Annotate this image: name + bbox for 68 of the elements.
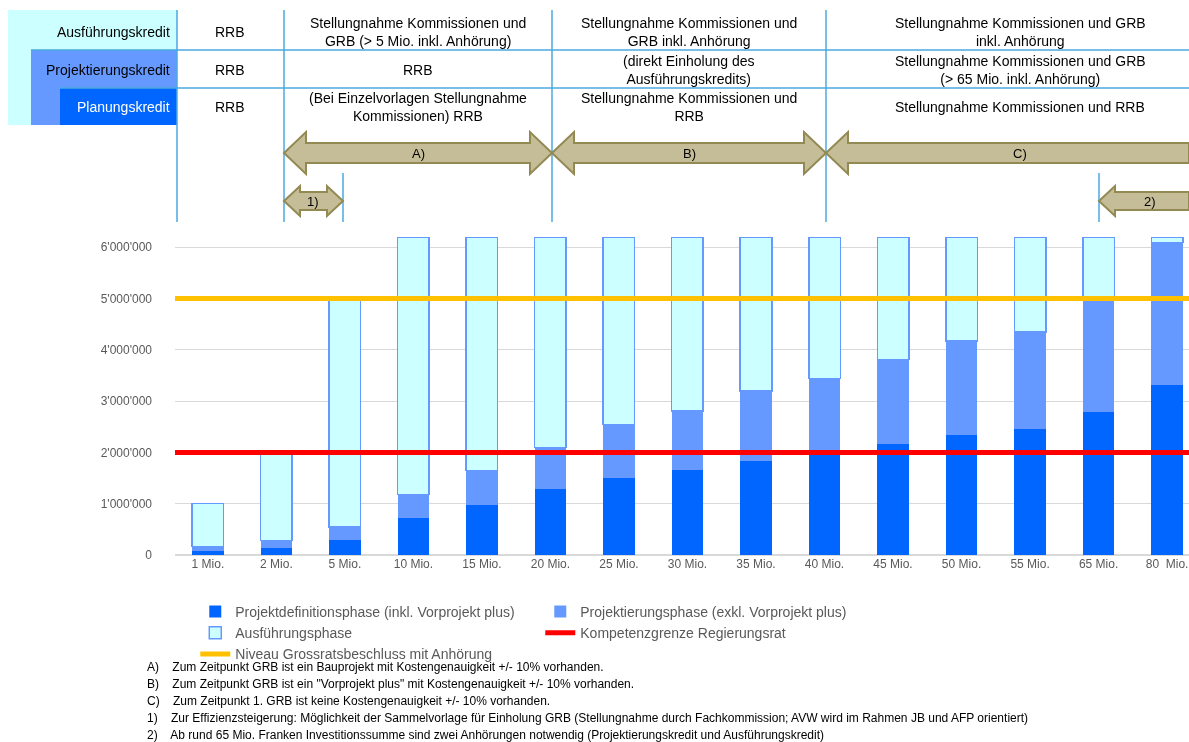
text: Planungskredit: [77, 99, 170, 115]
y-tick-label: 5'000'000: [100, 291, 153, 306]
text: RRB: [215, 62, 245, 78]
bar: [1014, 429, 1046, 555]
bar: [603, 478, 635, 555]
text: RRB: [403, 62, 433, 78]
x-tick-label: 65 Mio.: [1078, 557, 1119, 571]
x-tick-label: 45 Mio.: [873, 557, 913, 571]
text: Stellungnahme Kommissionen und GRB inkl. Anhörung: [581, 15, 798, 50]
text: Stellungnahme Kommissionen und RRB: [895, 99, 1145, 115]
x-tick-label: 2 Mio.: [260, 557, 293, 571]
bar: [945, 434, 978, 555]
bar: [329, 539, 361, 555]
x-tick-label: 35 Mio.: [736, 557, 776, 571]
legend-label: Ausführungsphase: [235, 625, 353, 642]
bar: [1151, 384, 1183, 555]
text: Projektierungskredit: [46, 62, 170, 78]
bar: [397, 518, 430, 555]
text: (Bei Einzelvorlagen Stellungnahme Kommissionen) RRB: [309, 90, 528, 125]
text: Stellungnahme Kommissionen und GRB (> 65 Mio. inkl. Anhörung): [895, 53, 1146, 88]
text: RRB: [215, 99, 245, 115]
y-tick-label: 2'000'000: [100, 445, 153, 460]
x-tick-label: 20 Mio.: [530, 557, 571, 571]
text: 2): [1144, 194, 1156, 209]
text: Stellungnahme Kommissionen und GRB inkl. Anhörung: [895, 15, 1146, 50]
x-tick-label: 80 Mio.: [1145, 557, 1189, 571]
bar: [1082, 298, 1115, 413]
text: A): [412, 146, 425, 161]
x-tick-label: 50 Mio.: [941, 557, 982, 571]
bar: [192, 550, 224, 555]
bar: [191, 502, 225, 548]
x-tick-label: 40 Mio.: [804, 557, 845, 571]
y-tick-label: 3'000'000: [100, 394, 153, 409]
bar: [671, 470, 704, 555]
y-tick-label: 0: [145, 548, 153, 563]
bar: [740, 461, 772, 555]
text: C) Zum Zeitpunkt 1. GRB ist keine Kostengenauigkeit +/- 10% vorhanden.: [147, 694, 551, 708]
bar: [466, 504, 498, 555]
legend-label: Projektierungsphase (exkl. Vorprojekt plus): [580, 604, 847, 621]
y-tick-label: 1'000'000: [100, 496, 153, 511]
x-tick-label: 5 Mio.: [328, 557, 362, 571]
text: Ausführungskredit: [57, 24, 170, 40]
x-tick-label: 15 Mio.: [462, 557, 502, 571]
text: RRB: [215, 24, 245, 40]
text: B) Zum Zeitpunkt GRB ist ein "Vorprojekt plus" mit Kostengenauigkeit +/- 10% vorhanden.: [147, 677, 635, 691]
x-tick-label: 10 Mio.: [393, 557, 434, 571]
text: B): [683, 146, 696, 161]
text: Stellungnahme Kommissionen und RRB: [581, 90, 798, 125]
x-tick-label: 25 Mio.: [599, 557, 639, 571]
text: (direkt Einholung des Ausführungskredits): [623, 53, 755, 88]
legend-label: Kompetenzgrenze Regierungsrat: [580, 625, 786, 642]
text: C): [1013, 146, 1027, 161]
bar: [877, 444, 909, 555]
text: 1) Zur Effizienzsteigerung: Möglichkeit der Sammelvorlage für Einholung GRB (Stellungnahme durch Fachkommission; AVW wird im Rahmen JB und AFP orientiert): [147, 711, 1029, 725]
x-tick-label: 30 Mio.: [667, 557, 708, 571]
y-tick-label: 4'000'000: [100, 343, 153, 358]
legend-label: Projektdefinitionsphase (inkl. Vorprojekt plus): [235, 604, 515, 621]
text: 1): [307, 194, 319, 209]
legend-label: Niveau Grossratsbeschluss mit Anhörung: [235, 646, 493, 663]
bar: [260, 547, 293, 555]
x-tick-label: 1 Mio.: [191, 557, 225, 571]
text: Stellungnahme Kommissionen und GRB (> 5 Mio. inkl. Anhörung): [310, 15, 527, 50]
bar: [808, 452, 841, 555]
bar: [1082, 412, 1115, 555]
bar: [534, 489, 567, 555]
text: 2) Ab rund 65 Mio. Franken Investitionssumme sind zwei Anhörungen notwendig (Projektierungskredit und Ausführungskredit): [147, 728, 825, 742]
y-tick-label: 6'000'000: [100, 240, 153, 255]
x-tick-label: 55 Mio.: [1010, 557, 1050, 571]
